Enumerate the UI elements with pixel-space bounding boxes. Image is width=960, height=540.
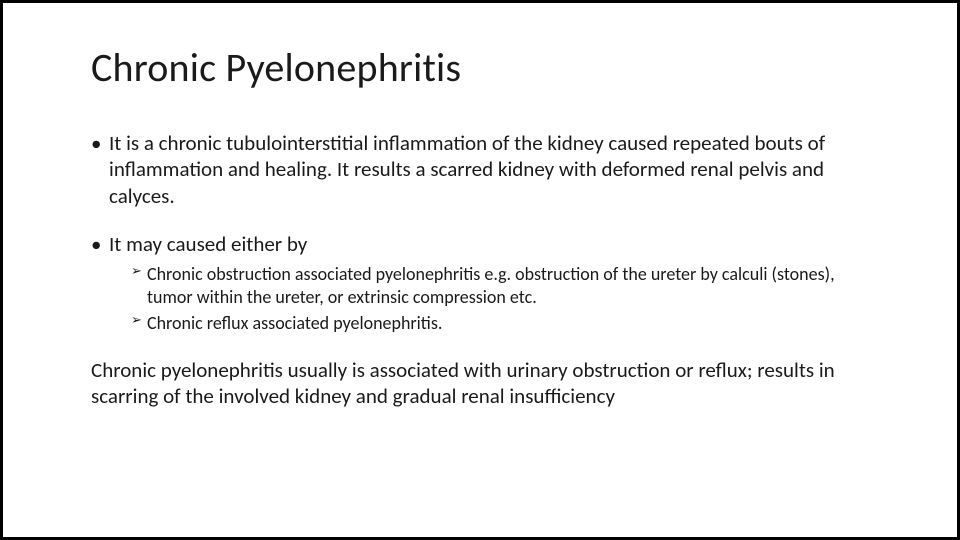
bullet-text: It may caused either by bbox=[109, 231, 307, 257]
slide-frame: Chronic Pyelonephritis It is a chronic t… bbox=[0, 0, 960, 540]
sub-bullet-list: Chronic obstruction associated pyeloneph… bbox=[109, 263, 869, 335]
bullet-text: It is a chronic tubulointerstitial infla… bbox=[109, 130, 825, 209]
sub-bullet-text: Chronic obstruction associated pyeloneph… bbox=[147, 263, 835, 308]
bullet-item: It is a chronic tubulointerstitial infla… bbox=[91, 130, 869, 209]
sub-bullet-text: Chronic reflux associated pyelonephritis… bbox=[147, 312, 442, 334]
summary-paragraph: Chronic pyelonephritis usually is associ… bbox=[91, 357, 869, 410]
sub-bullet-item: Chronic obstruction associated pyeloneph… bbox=[131, 263, 869, 308]
bullet-list: It is a chronic tubulointerstitial infla… bbox=[91, 130, 869, 335]
bullet-item: It may caused either by Chronic obstruct… bbox=[91, 231, 869, 335]
slide-title: Chronic Pyelonephritis bbox=[91, 43, 869, 92]
sub-bullet-item: Chronic reflux associated pyelonephritis… bbox=[131, 312, 869, 335]
